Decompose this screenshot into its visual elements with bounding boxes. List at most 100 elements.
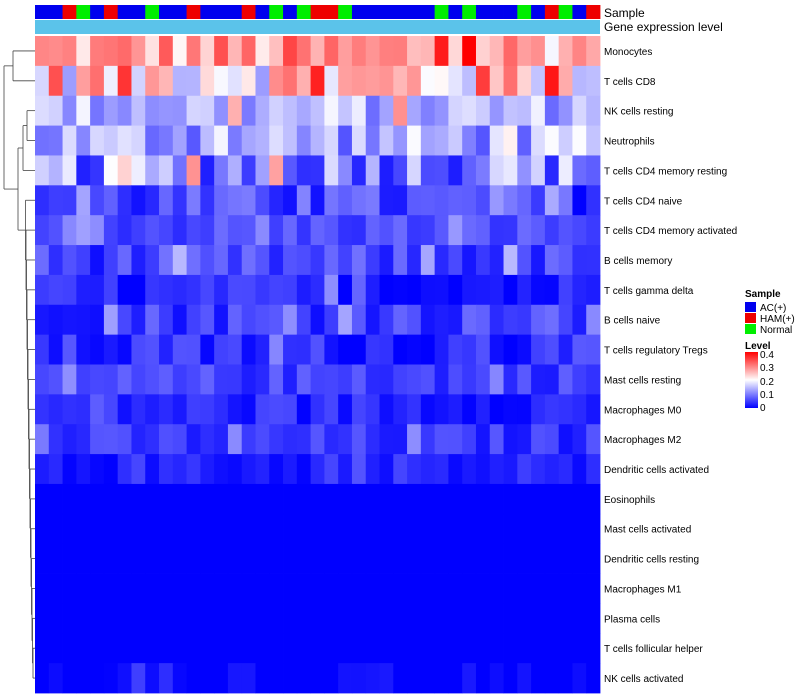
heatmap-cell	[475, 155, 491, 186]
heatmap-cell	[310, 36, 325, 67]
heatmap-cell	[172, 454, 187, 485]
heatmap-cell	[214, 573, 229, 604]
heatmap-cell	[255, 454, 270, 485]
heatmap-cell	[517, 334, 532, 365]
heatmap-cell	[76, 334, 91, 365]
heatmap-cell	[76, 185, 91, 216]
heatmap-cell	[269, 394, 284, 425]
heatmap-cell	[159, 65, 174, 97]
heatmap-cell	[269, 185, 284, 216]
heatmap-cell	[420, 36, 436, 67]
heatmap-cell	[48, 36, 63, 67]
heatmap-cell	[379, 573, 394, 604]
heatmap-cell	[172, 663, 187, 694]
heatmap-cell	[434, 36, 449, 67]
heatmap-cell	[117, 364, 132, 395]
heatmap-cell	[517, 304, 532, 336]
heatmap-cell	[475, 543, 491, 574]
heatmap-cell	[296, 603, 312, 634]
heatmap-cell	[351, 483, 367, 515]
heatmap-cell	[489, 364, 504, 395]
heatmap-cell	[255, 36, 270, 67]
heatmap-cell	[448, 36, 463, 67]
heatmap-cell	[48, 483, 63, 515]
heatmap-cell	[379, 215, 394, 246]
heatmap-cell	[241, 215, 256, 246]
expression-level-strip	[35, 20, 600, 34]
heatmap-cell	[531, 394, 546, 425]
heatmap-cell	[558, 185, 573, 216]
heatmap-cell	[448, 663, 463, 694]
heatmap-cell	[338, 513, 353, 545]
heatmap-cell	[434, 573, 449, 604]
heatmap-cell	[200, 95, 215, 126]
heatmap-cell	[420, 185, 436, 216]
heatmap-cell	[544, 663, 560, 694]
heatmap-cell	[283, 185, 298, 216]
heatmap-cell	[200, 513, 215, 545]
heatmap-cell	[475, 483, 491, 515]
heatmap-cell	[489, 394, 504, 425]
heatmap-cell	[351, 543, 367, 574]
heatmap-cell	[531, 424, 546, 455]
sample-cell	[227, 5, 243, 19]
sample-cell	[269, 5, 284, 19]
heatmap-cell	[255, 543, 270, 574]
heatmap-cell	[365, 334, 380, 365]
heatmap-cell	[269, 483, 284, 515]
heatmap-cell	[145, 483, 160, 515]
heatmap-cell	[131, 334, 146, 365]
heatmap-cell	[241, 513, 256, 545]
heatmap-cell	[117, 573, 132, 604]
heatmap-cell	[214, 543, 229, 574]
heatmap-cell	[448, 454, 463, 485]
sample-cell	[420, 5, 436, 19]
heatmap-cell	[35, 95, 50, 126]
heatmap-cell	[227, 125, 243, 156]
heatmap-cell	[103, 245, 119, 276]
heatmap-cell	[338, 483, 353, 515]
heatmap-cell	[407, 185, 422, 216]
heatmap-cell	[379, 304, 394, 336]
heatmap-cell	[462, 633, 477, 664]
heatmap-cell	[489, 663, 504, 694]
heatmap-cell	[434, 215, 449, 246]
heatmap-cell	[48, 274, 63, 306]
heatmap-cell	[131, 454, 146, 485]
heatmap-cell	[227, 483, 243, 515]
sample-cell	[338, 5, 353, 19]
heatmap-cell	[214, 394, 229, 425]
heatmap-cell	[103, 185, 119, 216]
heatmap-cell	[351, 245, 367, 276]
heatmap-cell	[35, 513, 50, 545]
heatmap-cell	[338, 274, 353, 306]
heatmap-cell	[76, 215, 91, 246]
heatmap-cell	[448, 543, 463, 574]
heatmap-cell	[103, 215, 119, 246]
heatmap-cell	[283, 364, 298, 395]
heatmap-cell	[90, 95, 105, 126]
heatmap-cell	[517, 95, 532, 126]
heatmap-cell	[420, 663, 436, 694]
heatmap-cell	[558, 513, 573, 545]
heatmap-cell	[62, 394, 77, 425]
heatmap-cell	[351, 364, 367, 395]
sample-legend-title: Sample	[745, 289, 781, 300]
heatmap-cell	[462, 36, 477, 67]
heatmap-cell	[186, 633, 201, 664]
heatmap-cell	[200, 65, 215, 97]
heatmap-cell	[462, 274, 477, 306]
heatmap-cell	[544, 274, 560, 306]
heatmap-cell	[489, 543, 504, 574]
heatmap-cell	[393, 633, 408, 664]
heatmap-cell	[434, 663, 449, 694]
heatmap-cell	[241, 245, 256, 276]
heatmap-cell	[35, 603, 50, 634]
heatmap-cell	[572, 36, 587, 67]
heatmap-cell	[531, 36, 546, 67]
heatmap-cell	[186, 364, 201, 395]
heatmap-cell	[324, 454, 339, 485]
heatmap-cell	[324, 65, 339, 97]
heatmap-cell	[489, 125, 504, 156]
heatmap-cell	[310, 454, 325, 485]
